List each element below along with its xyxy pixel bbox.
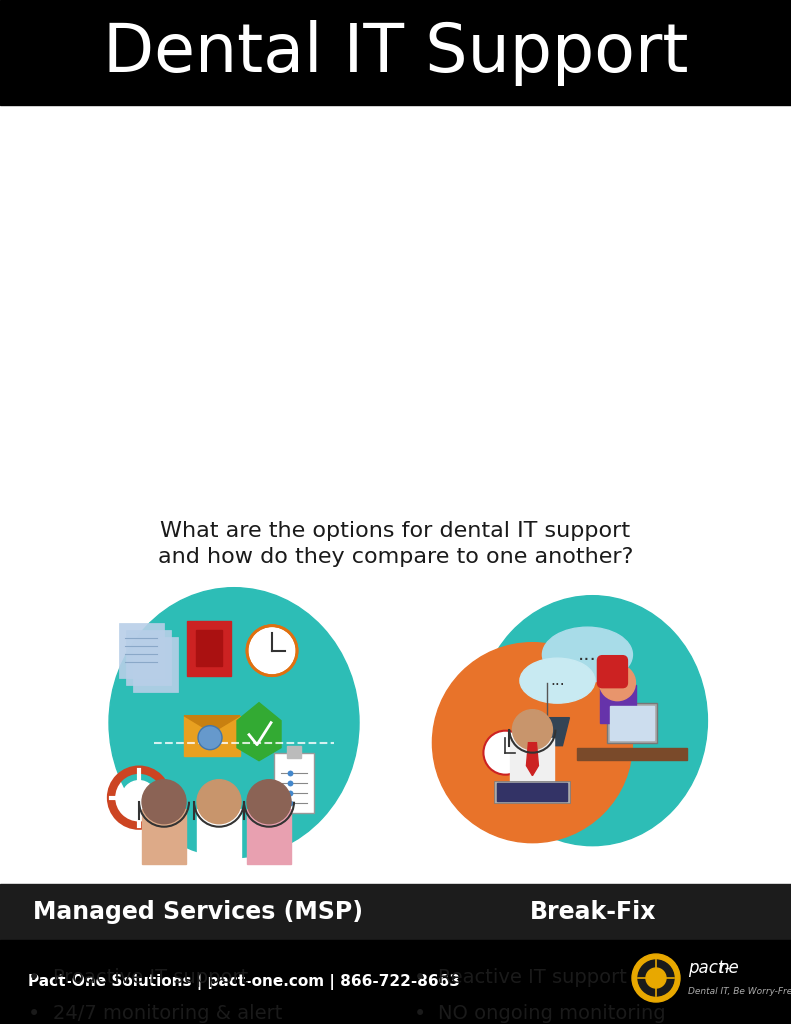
Text: ...: ... <box>578 645 596 665</box>
Bar <box>611 706 654 739</box>
Text: ne: ne <box>718 959 739 977</box>
Bar <box>196 630 222 666</box>
Bar <box>0 0 791 105</box>
Ellipse shape <box>543 627 633 682</box>
Bar <box>197 809 241 863</box>
Bar <box>184 716 240 756</box>
Polygon shape <box>184 716 240 733</box>
Bar <box>607 702 657 742</box>
Text: Proactive IT support: Proactive IT support <box>53 968 248 987</box>
Text: Dental IT Support: Dental IT Support <box>103 19 688 86</box>
Circle shape <box>600 665 635 700</box>
Text: Managed Services (MSP): Managed Services (MSP) <box>32 900 363 924</box>
Bar <box>494 780 570 803</box>
Circle shape <box>197 779 241 823</box>
Circle shape <box>247 779 291 823</box>
Circle shape <box>632 954 680 1002</box>
Polygon shape <box>525 718 570 745</box>
Text: ...: ... <box>550 673 565 688</box>
Circle shape <box>247 626 297 676</box>
Bar <box>287 745 301 758</box>
Bar <box>0 940 791 1024</box>
Text: •: • <box>28 968 40 988</box>
Bar <box>119 623 164 678</box>
Text: Pact-One Solutions | pact-one.com | 866-722-8663: Pact-One Solutions | pact-one.com | 866-… <box>28 974 460 990</box>
Circle shape <box>142 779 186 823</box>
Circle shape <box>198 726 222 750</box>
Bar <box>510 737 554 782</box>
Circle shape <box>646 968 666 988</box>
Bar <box>126 630 171 685</box>
Text: What are the options for dental IT support
and how do they compare to one anothe: What are the options for dental IT suppo… <box>158 521 633 567</box>
Text: 24/7 monitoring & alert: 24/7 monitoring & alert <box>53 1004 282 1023</box>
Circle shape <box>513 710 552 750</box>
Text: •: • <box>28 1004 40 1024</box>
Bar <box>274 753 314 813</box>
Bar <box>600 685 637 723</box>
Text: pact-: pact- <box>688 959 730 977</box>
FancyBboxPatch shape <box>597 655 627 688</box>
Circle shape <box>433 643 633 843</box>
Polygon shape <box>237 702 281 761</box>
Polygon shape <box>527 742 539 775</box>
Text: NO ongoing monitoring: NO ongoing monitoring <box>438 1004 666 1023</box>
Text: Reactive IT support: Reactive IT support <box>438 968 627 987</box>
Circle shape <box>122 780 156 815</box>
Bar <box>142 809 186 863</box>
Ellipse shape <box>109 588 359 858</box>
Bar <box>498 782 567 801</box>
Ellipse shape <box>478 596 707 846</box>
Text: Break-Fix: Break-Fix <box>530 900 657 924</box>
Ellipse shape <box>520 658 595 703</box>
Bar <box>133 637 178 691</box>
Bar <box>577 748 687 760</box>
Circle shape <box>483 731 528 775</box>
Text: •: • <box>414 968 426 988</box>
Text: •: • <box>414 1004 426 1024</box>
Text: Dental IT, Be Worry-Free: Dental IT, Be Worry-Free <box>688 986 791 995</box>
Circle shape <box>638 961 674 996</box>
Bar <box>187 621 231 676</box>
Bar <box>0 884 791 940</box>
Bar <box>247 809 291 863</box>
